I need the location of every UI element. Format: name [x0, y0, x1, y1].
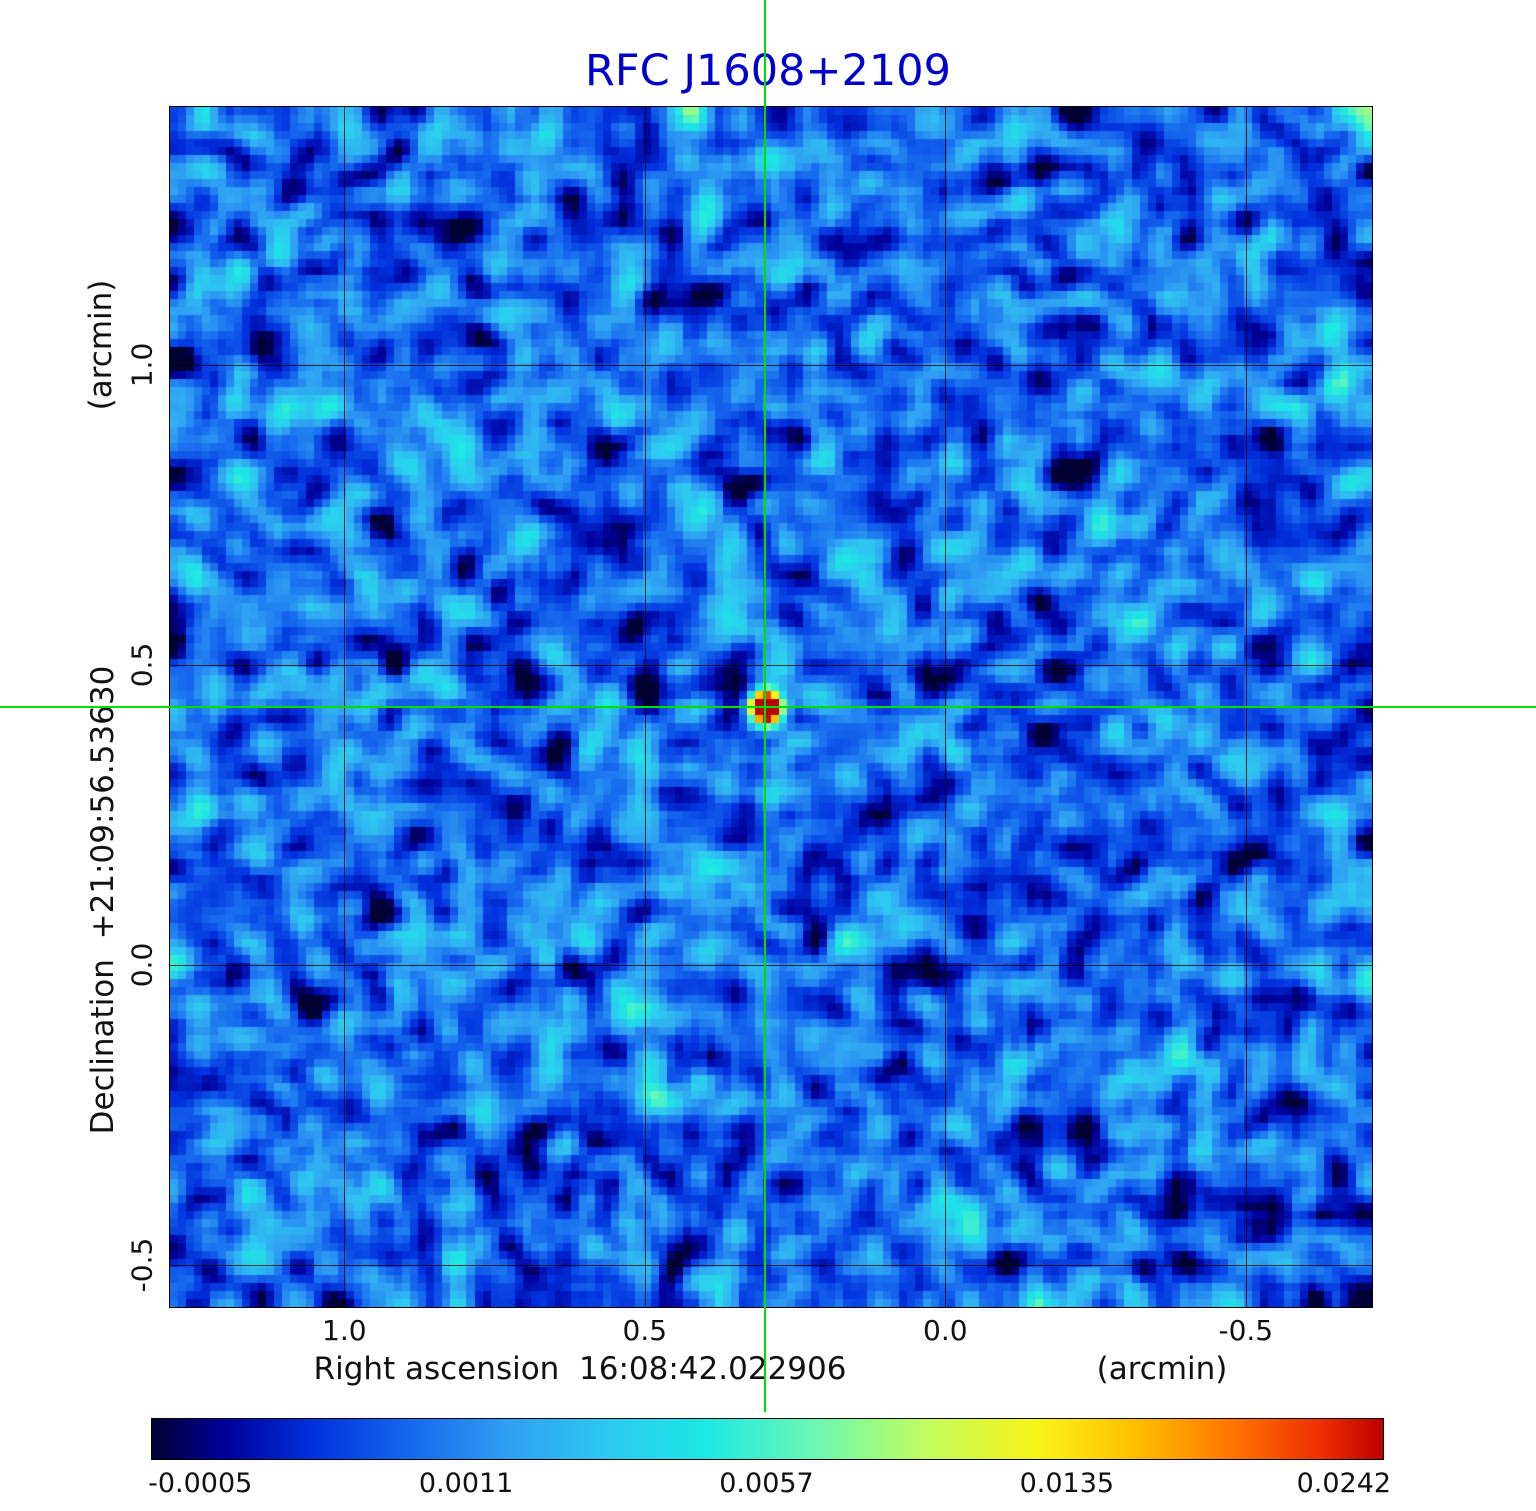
grid-line-horizontal: [170, 365, 1372, 366]
x-tick-label: -0.5: [1218, 1314, 1274, 1347]
colorbar-tick-label: 0.0011: [418, 1468, 514, 1499]
x-tick-label: 0.5: [622, 1314, 668, 1347]
y-axis-label: Declination +21:09:56.53630: [85, 665, 121, 1135]
x-tick-label: 0.0: [923, 1314, 968, 1347]
grid-line-horizontal: [170, 1265, 1372, 1266]
grid-line-horizontal: [170, 965, 1372, 966]
crosshair-horizontal-line: [0, 706, 1536, 708]
x-axis-label: Right ascension 16:08:42.022906: [313, 1351, 847, 1387]
x-tick-label: 1.0: [322, 1314, 367, 1347]
y-tick-label: 0.5: [125, 642, 159, 688]
colorbar-tick-label: 0.0242: [1296, 1468, 1392, 1499]
x-axis-unit-label: (arcmin): [1096, 1351, 1228, 1387]
grid-line-horizontal: [170, 665, 1372, 666]
y-axis-unit-label: (arcmin): [83, 279, 119, 411]
colorbar-tick-label: 0.0057: [719, 1468, 814, 1499]
y-tick-label: 0.0: [125, 942, 159, 988]
colorbar-gradient: [151, 1418, 1384, 1460]
colorbar-tick-label: -0.0005: [148, 1468, 253, 1499]
colorbar-tick-label: 0.0135: [1019, 1468, 1115, 1499]
y-tick-label: 1.0: [125, 342, 159, 388]
y-tick-label: -0.5: [125, 1237, 159, 1293]
plot-title: RFC J1608+2109: [585, 46, 951, 96]
